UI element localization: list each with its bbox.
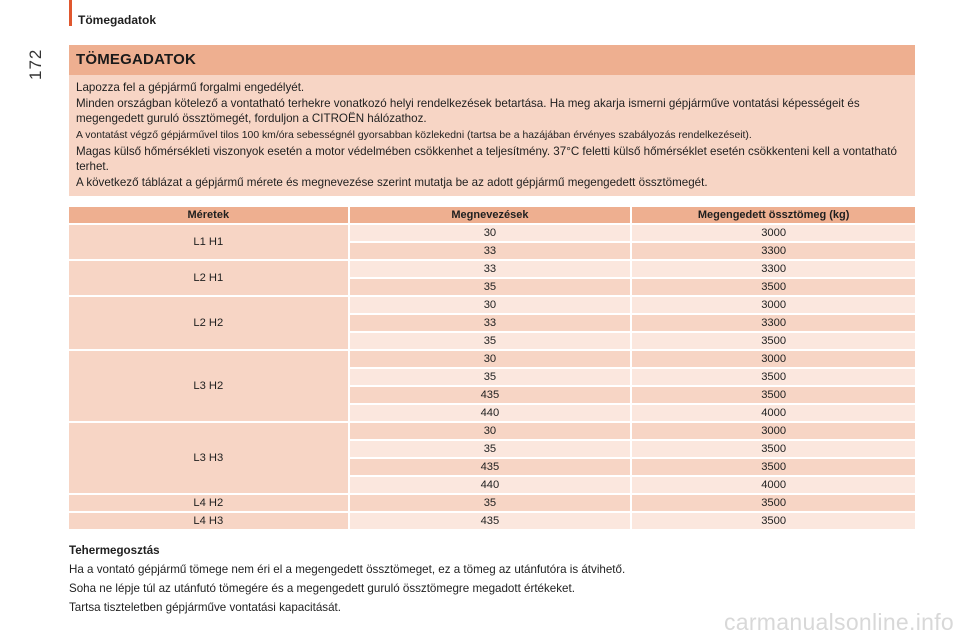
info-box-body: Lapozza fel a gépjármű forgalmi engedély…: [69, 75, 915, 190]
table-row: 35 3500: [69, 279, 915, 295]
table-row: 35 3500: [69, 441, 915, 457]
designation-cell: 33: [349, 261, 633, 277]
column-header-dimensions: Méretek: [69, 207, 350, 223]
max-mass-cell: 3500: [632, 387, 915, 403]
max-mass-cell: 4000: [632, 477, 915, 493]
max-mass-cell: 3500: [632, 333, 915, 349]
designation-cell: 435: [349, 513, 633, 529]
load-distribution-paragraph: Tartsa tiszteletben gépjárműve vontatási…: [69, 601, 341, 614]
max-mass-cell: 3000: [632, 423, 915, 439]
dimension-cell: L4 H3: [69, 513, 350, 529]
max-mass-cell: 3000: [632, 351, 915, 367]
designation-cell: 435: [349, 459, 633, 475]
table-row: 435 3500: [69, 387, 915, 403]
watermark: carmanualsonline.info: [723, 609, 954, 635]
dimension-cell: L4 H2: [69, 495, 350, 511]
dimension-cell: L2 H2: [69, 297, 350, 349]
table-row: 33 3300: [69, 243, 915, 259]
dimension-cell: L3 H3: [69, 423, 350, 493]
max-mass-cell: 3300: [632, 261, 915, 277]
running-header: Tömegadatok: [78, 13, 157, 27]
max-mass-cell: 3000: [632, 225, 915, 241]
dimension-cell: L1 H1: [69, 225, 350, 259]
designation-cell: 30: [349, 351, 633, 367]
designation-cell: 33: [349, 315, 633, 331]
section-accent-bar: [69, 0, 72, 26]
info-paragraph: Minden országban kötelező a vontatható t…: [76, 97, 860, 126]
max-mass-cell: 3500: [632, 441, 915, 457]
max-mass-cell: 3500: [632, 513, 915, 529]
table-body: L1 H1 30 3000 33 3300 L2 H1 33 3300 35 3500 L2 H2 3…: [69, 225, 915, 529]
table-row: L2 H2 30 3000: [69, 297, 915, 349]
table-row: L3 H2 30 3000: [69, 351, 915, 421]
max-mass-cell: 4000: [632, 405, 915, 421]
info-box-title: TÖMEGADATOK: [69, 45, 915, 75]
max-mass-cell: 3500: [632, 495, 915, 511]
max-mass-cell: 3300: [632, 243, 915, 259]
table-row: 35 3500: [69, 333, 915, 349]
designation-cell: 435: [349, 387, 633, 403]
table-row: 435 3500: [69, 459, 915, 475]
table-row: L4 H2 35 3500: [69, 495, 915, 511]
column-header-designation: Megnevezések: [349, 207, 633, 223]
load-distribution-section: Tehermegosztás Ha a vontató gépjármű töm…: [69, 541, 915, 617]
table-row: L2 H1 33 3300: [69, 261, 915, 295]
table-header-row: Méretek Megnevezések Megengedett össztöm…: [69, 207, 915, 223]
info-paragraph: A következő táblázat a gépjármű mérete é…: [76, 176, 708, 190]
column-header-max-mass: Megengedett össztömeg (kg): [632, 207, 915, 223]
table-row: 440 4000: [69, 405, 915, 421]
info-box: TÖMEGADATOK Lapozza fel a gépjármű forga…: [69, 45, 915, 196]
dimension-cell: L2 H1: [69, 261, 350, 295]
designation-cell: 35: [349, 441, 633, 457]
max-mass-cell: 3500: [632, 279, 915, 295]
max-mass-cell: 3500: [632, 459, 915, 475]
table-row: 33 3300: [69, 315, 915, 331]
designation-cell: 440: [349, 405, 633, 421]
info-paragraph-speed-note: A vontatást végző gépjárművel tilos 100 …: [76, 129, 752, 141]
mass-table: Méretek Megnevezések Megengedett össztöm…: [69, 205, 915, 531]
table-row: 35 3500: [69, 369, 915, 385]
designation-cell: 35: [349, 279, 633, 295]
info-paragraph: Magas külső hőmérsékleti viszonyok eseté…: [76, 144, 897, 173]
table-row: L4 H3 435 3500: [69, 513, 915, 529]
max-mass-cell: 3300: [632, 315, 915, 331]
info-paragraph: Lapozza fel a gépjármű forgalmi engedély…: [76, 81, 305, 94]
page-number-text: 172: [26, 48, 45, 80]
load-distribution-paragraph: Soha ne lépje túl az utánfutó tömegére é…: [69, 582, 575, 595]
load-distribution-paragraph: Ha a vontató gépjármű tömege nem éri el …: [69, 563, 626, 576]
designation-cell: 30: [349, 225, 633, 241]
designation-cell: 440: [349, 477, 633, 493]
designation-cell: 35: [349, 495, 633, 511]
table-row: L1 H1 30 3000: [69, 225, 915, 259]
load-distribution-title: Tehermegosztás: [69, 544, 160, 557]
max-mass-cell: 3000: [632, 297, 915, 313]
designation-cell: 30: [349, 297, 633, 313]
table-row: 440 4000: [69, 477, 915, 493]
designation-cell: 35: [349, 333, 633, 349]
designation-cell: 35: [349, 369, 633, 385]
page-number: 172: [26, 42, 50, 82]
table-row: L3 H3 30 3000: [69, 423, 915, 493]
max-mass-cell: 3500: [632, 369, 915, 385]
designation-cell: 33: [349, 243, 633, 259]
designation-cell: 30: [349, 423, 633, 439]
dimension-cell: L3 H2: [69, 351, 350, 421]
